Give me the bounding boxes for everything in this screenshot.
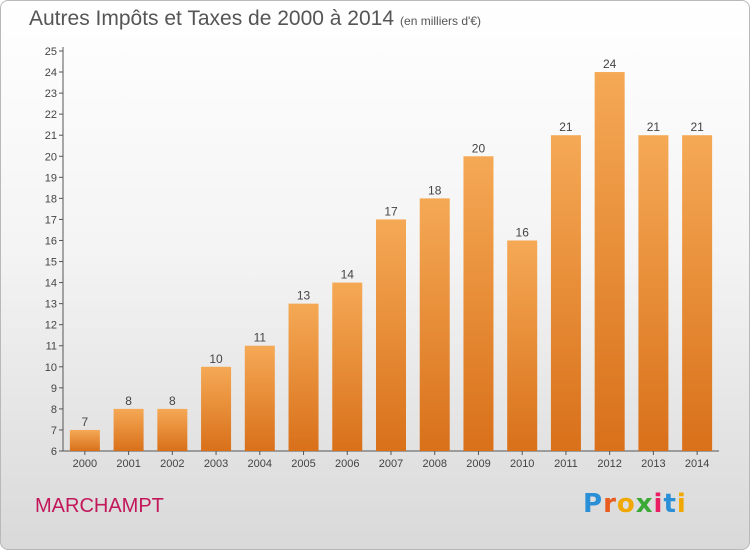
y-tick-label: 14 [45,278,57,290]
y-tick-label: 23 [45,88,57,100]
bar [682,135,713,452]
bar-value-label: 8 [169,394,176,408]
x-tick-label: 2000 [73,458,97,470]
x-tick-label: 2010 [510,458,534,470]
y-tick-label: 18 [45,193,57,205]
x-tick-label: 2001 [116,458,140,470]
bar-value-label: 14 [341,268,355,282]
y-tick-label: 9 [51,383,57,395]
chart-title-text: Autres Impôts et Taxes de 2000 à 2014 [29,7,395,30]
bar-value-label: 21 [559,120,573,134]
bar [376,219,406,451]
bar-value-label: 21 [690,120,704,134]
y-tick-label: 17 [45,214,57,226]
y-tick-label: 21 [45,130,57,142]
bar-value-label: 16 [516,225,530,239]
bar [463,156,494,451]
x-tick-label: 2007 [379,458,403,470]
bar-value-label: 11 [254,331,267,345]
bar-value-label: 24 [603,57,617,71]
y-tick-label: 10 [45,362,57,374]
y-tick-label: 19 [45,172,57,184]
y-tick-label: 15 [45,257,57,269]
bar [332,282,363,451]
bar-value-label: 20 [472,141,486,155]
y-tick-label: 7 [51,425,57,437]
bar-value-label: 7 [82,415,89,429]
bar [419,198,450,451]
bar-value-label: 21 [647,120,661,134]
proxiti-logo[interactable]: Proxiti [583,489,687,519]
place-name: MARCHAMPT [35,495,164,517]
x-tick-label: 2013 [641,458,665,470]
x-tick-label: 2002 [160,458,184,470]
y-tick-label: 16 [45,235,57,247]
x-tick-label: 2011 [554,458,578,470]
x-tick-label: 2014 [685,458,709,470]
bar-value-label: 13 [297,289,311,303]
y-tick-label: 6 [51,446,57,458]
bar-value-label: 10 [209,352,223,366]
bar [594,72,625,451]
bar [157,408,188,451]
bar [113,408,144,451]
y-tick-label: 22 [45,109,57,121]
y-tick-label: 25 [45,46,57,58]
y-tick-label: 24 [45,67,57,79]
bar [69,429,100,451]
y-tick-label: 13 [45,299,57,311]
x-tick-label: 2003 [204,458,228,470]
bar [244,345,275,451]
chart-unit: (en milliers d'€) [400,14,482,28]
bar-value-label: 17 [384,204,398,218]
x-tick-label: 2012 [597,458,621,470]
x-tick-label: 2004 [248,458,272,470]
y-tick-label: 12 [45,320,57,332]
x-tick-label: 2009 [466,458,490,470]
bar-value-label: 18 [428,183,442,197]
bar [638,135,669,452]
bar [288,303,319,451]
x-tick-label: 2005 [291,458,315,470]
y-tick-label: 11 [46,341,57,353]
x-tick-label: 2006 [335,458,359,470]
x-tick-label: 2008 [422,458,446,470]
y-tick-label: 8 [51,404,57,416]
chart-title: Autres Impôts et Taxes de 2000 à 2014 (en… [29,7,481,31]
bar [550,135,581,452]
bar [201,366,232,451]
bar-value-label: 8 [125,394,132,408]
y-tick-label: 20 [45,151,57,163]
bar [507,240,538,451]
